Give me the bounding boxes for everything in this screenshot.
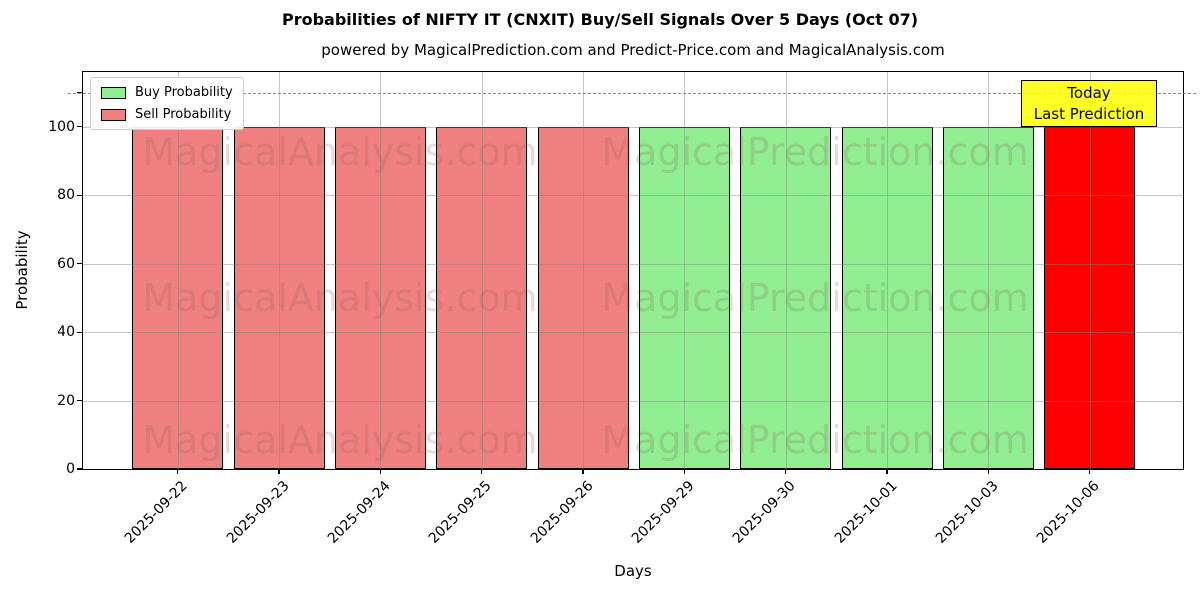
gridline-h-80 [83, 195, 1183, 197]
bar-2025-09-29 [638, 126, 730, 469]
y-tick-label-100: 100 [48, 118, 75, 135]
x-tick-2025-09-23 [278, 469, 280, 474]
x-tick-2025-09-26 [582, 469, 584, 474]
gridline-v-2025-09-29 [684, 72, 686, 469]
y-tick-40 [76, 331, 82, 333]
bar-2025-10-01 [841, 126, 933, 469]
today-annotation: Today Last Prediction [1021, 80, 1157, 127]
gridline-v-2025-10-03 [988, 72, 990, 469]
x-tick-2025-10-03 [987, 469, 990, 474]
x-tick-label-2025-10-03: 2025-10-03 [932, 478, 1002, 547]
gridline-h-100 [83, 126, 1183, 128]
gridline-v-2025-09-30 [785, 72, 787, 469]
x-tick-2025-09-22 [177, 469, 179, 474]
plot-area: Buy Probability Sell Probability Today L… [48, 71, 1196, 547]
bar-2025-09-22 [132, 126, 224, 469]
y-tick-label-60: 60 [57, 255, 75, 272]
legend-item-sell: Sell Probability [101, 107, 233, 122]
y-tick-100 [76, 126, 82, 128]
chart-subtitle: powered by MagicalPrediction.com and Pre… [321, 41, 945, 59]
x-tick-2025-10-06 [1089, 469, 1091, 474]
x-tick-label-2025-09-22: 2025-09-22 [122, 478, 192, 547]
y-tick-label-0: 0 [66, 461, 75, 477]
x-tick-2025-09-29 [683, 469, 686, 474]
gridline-v-2025-09-24 [380, 72, 382, 469]
bar-2025-09-23 [233, 126, 325, 469]
x-tick-2025-09-30 [785, 469, 787, 474]
y-tick-label-80: 80 [57, 187, 75, 204]
x-tick-label-2025-10-06: 2025-10-06 [1034, 478, 1103, 547]
gridline-v-2025-09-25 [481, 72, 483, 469]
bar-2025-09-25 [436, 126, 528, 469]
gridline-h-20 [83, 400, 1183, 402]
legend-label-sell: Sell Probability [135, 107, 232, 122]
x-tick-label-2025-09-26: 2025-09-26 [527, 478, 597, 547]
x-tick-2025-09-24 [379, 469, 382, 474]
y-tick-20 [76, 399, 82, 402]
x-axis-label: Days [614, 562, 652, 580]
x-tick-label-2025-09-30: 2025-09-30 [730, 478, 800, 547]
legend: Buy Probability Sell Probability [90, 77, 244, 130]
legend-label-buy: Buy Probability [135, 85, 233, 100]
chart-title: Probabilities of NIFTY IT (CNXIT) Buy/Se… [281, 10, 919, 29]
gridline-v-2025-10-01 [887, 72, 888, 469]
gridline-h-40 [83, 332, 1183, 334]
y-tick-label-40: 40 [57, 324, 75, 341]
bar-2025-10-03 [942, 126, 1034, 469]
y-axis-label: Probability [13, 230, 31, 310]
x-tick-label-2025-09-25: 2025-09-25 [426, 478, 496, 547]
y-tick-label-20: 20 [57, 392, 75, 409]
legend-item-buy: Buy Probability [101, 85, 233, 100]
gridline-v-2025-09-26 [583, 72, 585, 469]
gridline-v-2025-10-06 [1089, 72, 1091, 469]
bar-2025-09-24 [334, 126, 426, 469]
x-tick-label-2025-09-24: 2025-09-24 [324, 478, 394, 547]
bar-2025-09-30 [740, 126, 832, 469]
bar-2025-09-26 [537, 126, 629, 469]
gridline-v-2025-09-23 [279, 72, 281, 469]
annotation-line1: Today [1067, 83, 1111, 102]
y-tick-60 [76, 263, 82, 265]
gridline-h-60 [83, 263, 1183, 265]
annotation-line2: Last Prediction [1033, 104, 1145, 123]
gridline-v-2025-09-22 [177, 72, 179, 469]
sell-swatch-icon [101, 108, 126, 121]
reference-dashed-line [68, 92, 1196, 94]
x-tick-2025-10-01 [886, 469, 888, 474]
x-tick-2025-09-25 [481, 469, 483, 474]
y-tick-0 [76, 468, 82, 470]
bar-2025-10-06 [1044, 126, 1136, 469]
x-tick-label-2025-09-23: 2025-09-23 [223, 478, 293, 547]
buy-swatch-icon [101, 86, 126, 99]
y-tick-80 [76, 194, 82, 196]
x-tick-label-2025-10-01: 2025-10-01 [831, 478, 901, 547]
x-tick-label-2025-09-29: 2025-09-29 [628, 478, 698, 547]
